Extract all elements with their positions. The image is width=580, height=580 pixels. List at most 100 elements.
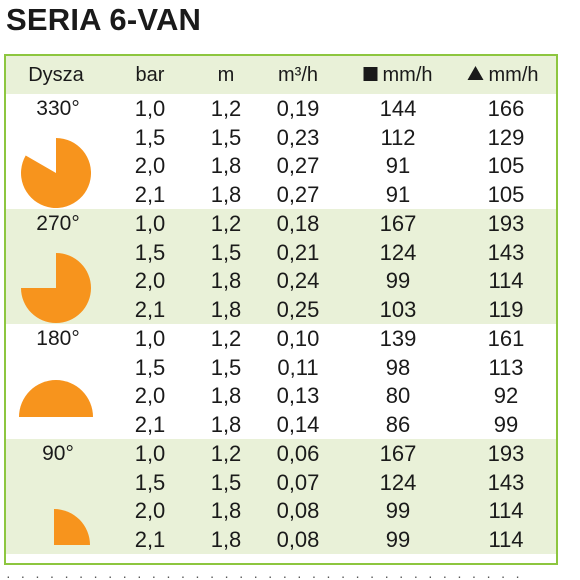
m-cell: 1,5	[210, 469, 242, 495]
m-cell: 1,5	[210, 124, 242, 150]
flow-cell: 0,13	[276, 383, 320, 408]
square-rate-cell: 99	[385, 526, 411, 552]
triangle-rate-cell: 193	[487, 211, 525, 236]
nozzle-group: 180° 1,0 1,2 0,10 139 161 1,5 1,5 0,11 98 113 2,0 1,…	[6, 324, 556, 439]
square-rate-cell: 91	[385, 181, 411, 207]
bar-cell: 2,1	[134, 296, 166, 322]
flow-cell: 0,18	[276, 211, 320, 236]
bar-cell: 1,0	[134, 211, 166, 236]
m-cell: 1,2	[210, 211, 242, 236]
triangle-rate-cell: 114	[488, 268, 524, 293]
flow-cell: 0,06	[276, 441, 320, 466]
nozzle-group: 270° 1,0 1,2 0,18 167 193 1,5 1,5 0,21 124 143 2,0 1…	[6, 209, 556, 324]
flow-cell: 0,27	[276, 181, 320, 207]
bar-cell: 1,0	[134, 326, 166, 351]
flow-cell: 0,24	[276, 268, 320, 293]
m-cell: 1,8	[210, 268, 242, 293]
square-rate-cell: 80	[385, 383, 411, 408]
flow-cell: 0,23	[276, 124, 320, 150]
flow-cell: 0,08	[276, 498, 320, 523]
pie-270-icon	[21, 253, 91, 328]
nozzle-table: Dysza bar m m³/h mm/h mm/h 330° 1,0 1,2 0,1…	[4, 54, 558, 565]
half-circle-180-icon	[19, 380, 93, 423]
square-rate-cell: 112	[380, 124, 416, 150]
square-rate-cell: 98	[385, 354, 411, 380]
header-m: m	[217, 64, 235, 86]
m-cell: 1,5	[210, 354, 242, 380]
bar-cell: 2,0	[134, 498, 166, 523]
square-rate-cell: 144	[379, 96, 417, 121]
m-cell: 1,8	[210, 526, 242, 552]
flow-cell: 0,11	[277, 354, 319, 380]
header-nozzle: Dysza	[28, 64, 84, 86]
table-header: Dysza bar m m³/h mm/h mm/h	[6, 56, 556, 94]
bar-cell: 1,0	[134, 441, 166, 466]
bar-cell: 1,0	[134, 96, 166, 121]
square-rate-cell: 99	[385, 498, 411, 523]
flow-cell: 0,19	[276, 96, 320, 121]
nozzle-angle: 180°	[36, 327, 80, 350]
flow-cell: 0,08	[276, 526, 320, 552]
m-cell: 1,8	[210, 498, 242, 523]
triangle-rate-cell: 166	[487, 96, 525, 121]
nozzle-group: 90° 1,0 1,2 0,06 167 193 1,5 1,5 0,07 124 143 2,0 1,…	[6, 439, 556, 554]
square-rate-cell: 91	[385, 153, 411, 178]
square-rate-cell: 124	[379, 239, 417, 265]
nozzle-angle: 330°	[36, 97, 80, 120]
bar-cell: 1,5	[134, 124, 166, 150]
triangle-rate-cell: 105	[487, 153, 525, 178]
triangle-rate-cell: 114	[488, 498, 524, 523]
triangle-rate-cell: 193	[487, 441, 525, 466]
bar-cell: 1,5	[134, 469, 166, 495]
bar-cell: 2,1	[134, 526, 166, 552]
m-cell: 1,8	[210, 296, 242, 322]
nozzle-angle: 270°	[36, 212, 80, 235]
cut-off-footnote: · · · · · · · · · · · · · · · · · · · · …	[6, 568, 523, 580]
bar-cell: 2,0	[134, 268, 166, 293]
quarter-circle-90-icon	[54, 509, 90, 550]
bar-cell: 1,5	[134, 239, 166, 265]
triangle-rate-cell: 143	[487, 239, 525, 265]
flow-cell: 0,07	[276, 469, 320, 495]
pie-330-icon	[21, 138, 92, 213]
bar-cell: 1,5	[134, 354, 166, 380]
m-cell: 1,8	[210, 153, 242, 178]
triangle-rate-cell: 105	[487, 181, 525, 207]
triangle-rate-cell: 92	[493, 383, 519, 408]
bar-cell: 2,1	[134, 181, 166, 207]
m-cell: 1,8	[210, 181, 242, 207]
triangle-rate-cell: 114	[488, 526, 524, 552]
triangle-rate-cell: 143	[487, 469, 525, 495]
bar-cell: 2,0	[134, 153, 166, 178]
triangle-rate-cell: 129	[487, 124, 525, 150]
page-title: SERIA 6-VAN	[6, 2, 202, 37]
header-triangle-rate: mm/h	[467, 63, 539, 87]
triangle-icon	[467, 66, 484, 80]
flow-cell: 0,25	[276, 296, 320, 322]
flow-cell: 0,27	[276, 153, 320, 178]
m-cell: 1,8	[210, 411, 242, 437]
square-icon	[363, 67, 378, 81]
square-rate-cell: 167	[379, 441, 417, 466]
flow-cell: 0,21	[276, 239, 320, 265]
triangle-rate-cell: 161	[487, 326, 525, 351]
m-cell: 1,5	[210, 239, 242, 265]
m-cell: 1,2	[210, 441, 242, 466]
square-rate-cell: 86	[385, 411, 411, 437]
nozzle-group: 330° 1,0 1,2 0,19 144 166 1,5 1,5 0,23 112 129 2,0 1…	[6, 94, 556, 209]
square-rate-cell: 167	[379, 211, 417, 236]
triangle-rate-cell: 119	[488, 296, 524, 322]
triangle-rate-cell: 99	[493, 411, 519, 437]
m-cell: 1,8	[210, 383, 242, 408]
flow-cell: 0,14	[276, 411, 320, 437]
header-flow: m³/h	[278, 64, 318, 86]
m-cell: 1,2	[210, 96, 242, 121]
square-rate-cell: 99	[385, 268, 411, 293]
nozzle-angle: 90°	[42, 442, 74, 465]
square-rate-cell: 139	[379, 326, 417, 351]
flow-cell: 0,10	[276, 326, 320, 351]
bar-cell: 2,1	[134, 411, 166, 437]
triangle-rate-cell: 113	[488, 354, 524, 380]
header-bar: bar	[135, 64, 165, 86]
m-cell: 1,2	[210, 326, 242, 351]
